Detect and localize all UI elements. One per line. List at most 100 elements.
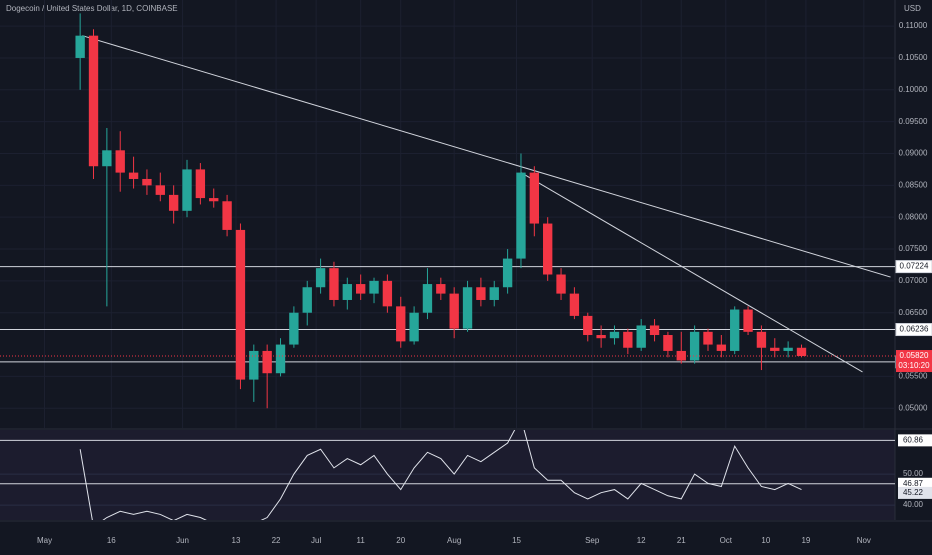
candle-body bbox=[249, 350, 259, 380]
x-tick-label: 15 bbox=[512, 536, 521, 545]
last-price-label: 0.05820 bbox=[900, 351, 929, 360]
candle-body bbox=[235, 229, 246, 380]
candle-body bbox=[302, 287, 312, 313]
rsi-label: 60.86 bbox=[903, 435, 924, 444]
candle-body bbox=[409, 312, 419, 342]
candle-body bbox=[329, 268, 339, 300]
candle-body bbox=[743, 309, 753, 332]
y-tick-label: 0.07000 bbox=[899, 276, 928, 285]
y-tick-label: 40.00 bbox=[903, 500, 924, 509]
candle-body bbox=[636, 325, 646, 348]
candle-body bbox=[449, 293, 459, 329]
y-tick-label: 0.08500 bbox=[899, 180, 928, 189]
x-tick-label: 16 bbox=[107, 536, 116, 545]
candle-body bbox=[770, 347, 780, 351]
candle-body bbox=[689, 331, 700, 361]
trendline bbox=[520, 172, 863, 373]
candle-body bbox=[222, 201, 232, 230]
y-tick-label: 0.05000 bbox=[899, 403, 928, 412]
candle-body bbox=[275, 344, 286, 374]
candle-body bbox=[756, 331, 767, 348]
y-tick-label: 0.08000 bbox=[899, 212, 928, 221]
candle-body bbox=[115, 150, 125, 173]
x-tick-label: 19 bbox=[801, 536, 810, 545]
candle-body bbox=[663, 335, 673, 351]
y-tick-label: 0.06500 bbox=[899, 308, 928, 317]
candle-body bbox=[262, 350, 272, 374]
candle-body bbox=[609, 331, 620, 339]
candle-body bbox=[142, 178, 152, 186]
price-label: 0.06236 bbox=[900, 325, 929, 334]
candle-body bbox=[355, 284, 366, 294]
candle-body bbox=[128, 172, 139, 179]
candle-body bbox=[462, 287, 473, 329]
rsi-label-box bbox=[898, 434, 932, 447]
price-label: 0.07224 bbox=[900, 262, 929, 271]
candle-body bbox=[342, 284, 352, 300]
candle-body bbox=[489, 287, 499, 300]
candle-body bbox=[396, 306, 406, 342]
candle-body bbox=[182, 169, 192, 211]
axes: May 16 Jun 13 22 Jul 11 20 Aug 15 Sep 12 21 Oct 10 19 No… bbox=[37, 21, 932, 545]
rsi-last-label: 45.22 bbox=[903, 488, 924, 497]
candle-body bbox=[102, 150, 112, 167]
candle-body bbox=[543, 223, 553, 275]
x-tick-label: 13 bbox=[232, 536, 241, 545]
candle-body bbox=[703, 331, 713, 345]
x-tick-label: Jun bbox=[176, 536, 189, 545]
candle-body bbox=[209, 198, 219, 202]
candle-body bbox=[516, 172, 526, 259]
countdown: 03:10:20 bbox=[898, 361, 930, 370]
y-tick-label: 0.10500 bbox=[899, 53, 928, 62]
candle-body bbox=[730, 309, 740, 351]
rsi-line bbox=[79, 430, 802, 520]
trendline bbox=[82, 35, 891, 278]
rsi-label-box bbox=[898, 477, 932, 490]
candle-body bbox=[369, 280, 379, 294]
candle-body bbox=[436, 284, 446, 294]
y-tick-label: 0.10000 bbox=[899, 85, 928, 94]
x-tick-label: 22 bbox=[272, 536, 281, 545]
y-tick-label: 0.09000 bbox=[899, 149, 928, 158]
x-tick-label: 11 bbox=[357, 536, 366, 545]
candle-body bbox=[556, 274, 566, 294]
candle-body bbox=[88, 35, 99, 167]
y-tick-label: 0.09500 bbox=[899, 117, 928, 126]
candle-body bbox=[422, 284, 433, 313]
price-pane bbox=[0, 0, 895, 428]
y-tick-label: 0.05500 bbox=[899, 372, 928, 381]
candle-body bbox=[569, 293, 580, 316]
rsi-plot bbox=[0, 430, 895, 520]
x-tick-label: Nov bbox=[857, 536, 871, 545]
candle-body bbox=[716, 344, 727, 351]
candle-body bbox=[529, 172, 540, 224]
candle-body bbox=[195, 169, 206, 199]
y-tick-label: 50.00 bbox=[903, 469, 924, 478]
x-tick-label: Oct bbox=[720, 536, 733, 545]
candle-body bbox=[596, 335, 606, 339]
rsi-label: 46.87 bbox=[903, 479, 924, 488]
x-tick-label: 20 bbox=[396, 536, 405, 545]
x-tick-label: 21 bbox=[677, 536, 686, 545]
y-axis-label: USD bbox=[904, 4, 921, 13]
candle-body bbox=[623, 331, 633, 348]
candle-body bbox=[155, 185, 165, 195]
candle-body bbox=[502, 258, 513, 288]
x-tick-label: Jul bbox=[311, 536, 321, 545]
y-tick-label: 0.11000 bbox=[899, 21, 928, 30]
candle-body bbox=[796, 347, 807, 357]
price-label-box bbox=[895, 260, 932, 274]
candle-body bbox=[583, 315, 593, 336]
chart-title: Dogecoin / United States Dollar, 1D, COI… bbox=[6, 4, 178, 13]
rsi-pane bbox=[0, 430, 895, 520]
x-tick-label: May bbox=[37, 536, 52, 545]
candle-body bbox=[289, 312, 299, 345]
x-tick-label: Sep bbox=[585, 536, 600, 545]
last-price-box bbox=[896, 350, 932, 373]
candle-body bbox=[382, 280, 393, 307]
y-tick-label: 0.07500 bbox=[899, 244, 928, 253]
x-tick-label: 12 bbox=[637, 536, 646, 545]
candle-body bbox=[649, 325, 660, 336]
candle-body bbox=[315, 268, 326, 288]
